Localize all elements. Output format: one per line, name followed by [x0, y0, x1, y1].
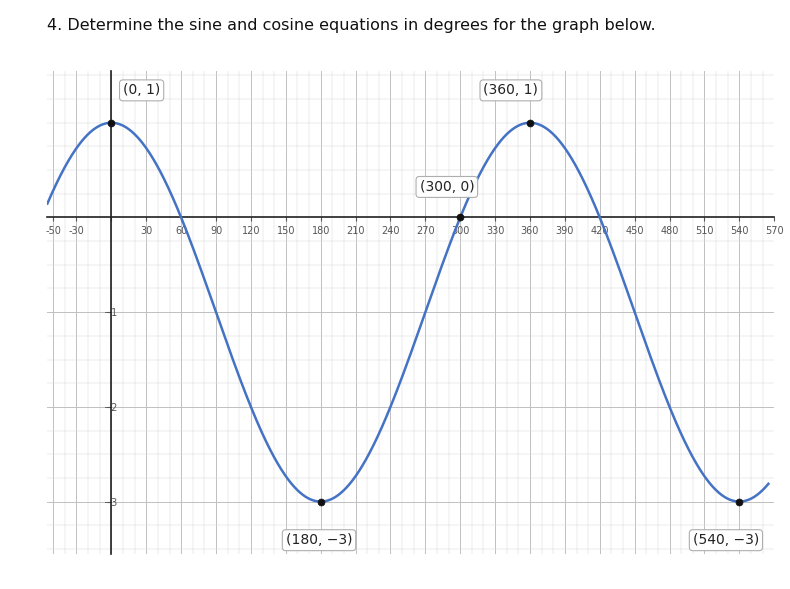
Text: (540, −3): (540, −3): [693, 533, 759, 547]
Text: (300, 0): (300, 0): [419, 180, 474, 194]
Text: (360, 1): (360, 1): [483, 84, 538, 97]
Text: (180, −3): (180, −3): [286, 533, 352, 547]
Text: 4. Determine the sine and cosine equations in degrees for the graph below.: 4. Determine the sine and cosine equatio…: [47, 18, 656, 32]
Text: (0, 1): (0, 1): [123, 84, 160, 97]
